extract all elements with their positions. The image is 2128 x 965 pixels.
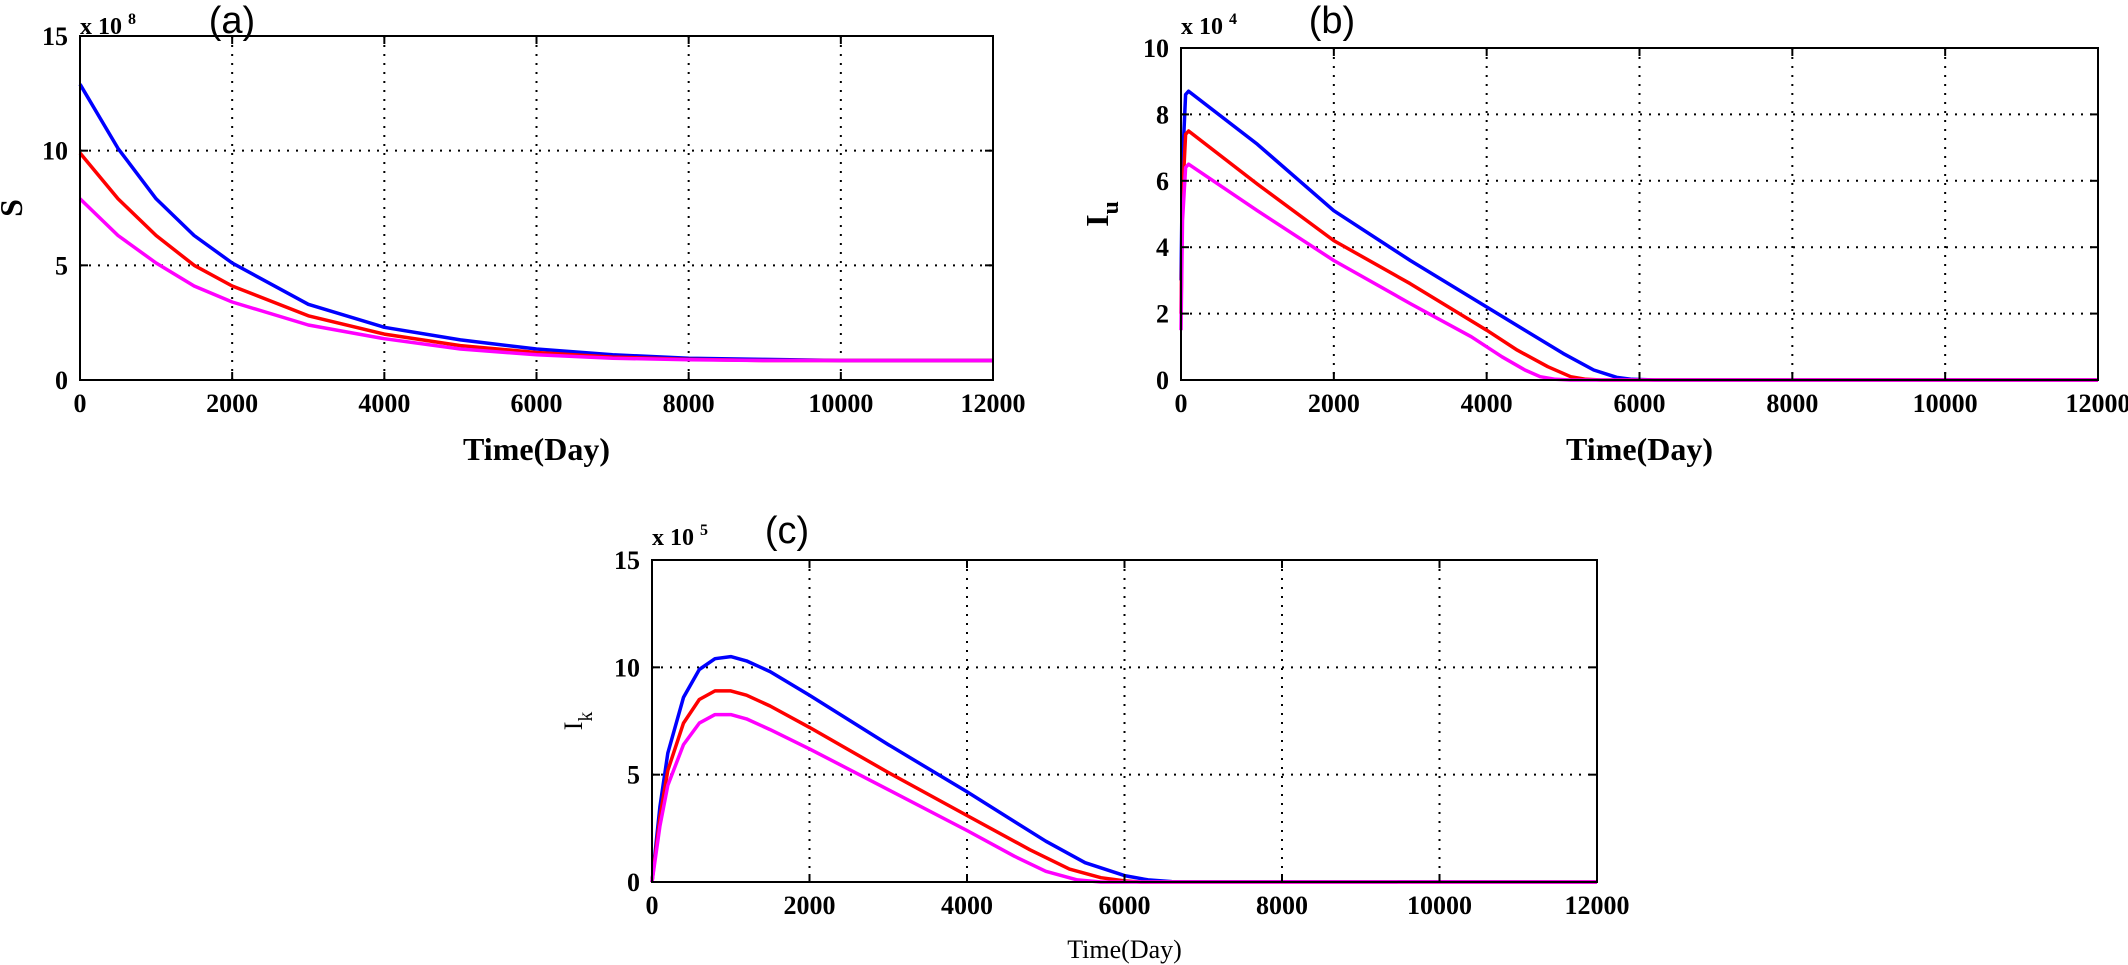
x-tick-label: 0 xyxy=(1175,389,1188,418)
y-axis-title-main: I xyxy=(559,722,588,731)
x-tick-label: 8000 xyxy=(663,389,715,418)
y-tick-label: 5 xyxy=(627,761,640,790)
x-tick-label: 6000 xyxy=(1614,389,1666,418)
x-tick-label: 2000 xyxy=(784,891,836,920)
x-tick-label: 2000 xyxy=(1308,389,1360,418)
x-axis-title: Time(Day) xyxy=(1067,935,1182,964)
series-line-2 xyxy=(78,151,993,363)
series-line-1 xyxy=(78,83,993,363)
y-tick-label: 2 xyxy=(1156,300,1169,329)
y-axis-title-subscript: u xyxy=(1098,201,1124,214)
y-multiplier-exponent: 5 xyxy=(700,522,708,539)
y-tick-label: 6 xyxy=(1156,167,1169,196)
y-axis-title-subscript: k xyxy=(576,712,597,722)
y-axis-title: Iu xyxy=(1079,201,1124,227)
x-axis-title: Time(Day) xyxy=(1566,431,1713,467)
y-tick-label: 0 xyxy=(627,868,640,897)
x-tick-label: 6000 xyxy=(511,389,563,418)
y-axis-title-main: I xyxy=(1079,214,1115,226)
panel-label: (b) xyxy=(1309,0,1355,42)
plot-frame xyxy=(651,559,1598,883)
x-tick-label: 12000 xyxy=(1565,891,1630,920)
y-multiplier: x 10 xyxy=(80,14,122,40)
y-axis-title-main: S xyxy=(0,199,29,217)
y-tick-label: 10 xyxy=(1143,34,1169,63)
x-tick-label: 0 xyxy=(74,389,87,418)
x-tick-label: 6000 xyxy=(1099,891,1151,920)
y-tick-label: 8 xyxy=(1156,100,1169,129)
x-tick-label: 12000 xyxy=(961,389,1026,418)
x-tick-label: 4000 xyxy=(358,389,410,418)
chart-panel-1: 0 2000 4000 6000 8000 10000 12000 0 5 10 15 x 10 8 (a… xyxy=(0,0,1026,467)
y-tick-label: 0 xyxy=(1156,366,1169,395)
y-tick-label: 10 xyxy=(42,137,68,166)
plot-frame xyxy=(1180,47,2099,381)
y-tick-label: 10 xyxy=(614,653,640,682)
x-tick-label: 10000 xyxy=(1407,891,1472,920)
y-tick-label: 15 xyxy=(614,546,640,575)
y-multiplier-exponent: 8 xyxy=(128,11,136,28)
x-tick-label: 2000 xyxy=(206,389,258,418)
y-axis-title: Ik xyxy=(559,712,597,731)
x-axis-title: Time(Day) xyxy=(463,431,610,467)
panel-label: (c) xyxy=(765,510,809,552)
series-line-3 xyxy=(650,712,1597,884)
series-line-2 xyxy=(650,689,1597,884)
x-tick-label: 4000 xyxy=(1461,389,1513,418)
y-axis-title: S xyxy=(0,199,29,217)
x-tick-label: 10000 xyxy=(1913,389,1978,418)
x-tick-label: 12000 xyxy=(2066,389,2128,418)
y-tick-label: 5 xyxy=(55,251,68,280)
x-tick-label: 8000 xyxy=(1766,389,1818,418)
y-tick-label: 15 xyxy=(42,22,68,51)
series-line-3 xyxy=(78,197,993,363)
y-tick-label: 4 xyxy=(1156,233,1169,262)
x-tick-label: 10000 xyxy=(808,389,873,418)
chart-panel-3: 0 2000 4000 6000 8000 10000 12000 0 5 10 15 x 10 5 (c… xyxy=(559,510,1630,964)
x-tick-label: 0 xyxy=(646,891,659,920)
y-multiplier: x 10 xyxy=(652,525,694,551)
y-multiplier-exponent: 4 xyxy=(1229,11,1237,28)
y-multiplier: x 10 xyxy=(1181,14,1223,40)
chart-panel-2: 0 2000 4000 6000 8000 10000 12000 0 2 4 6 8 10 x 10 4 (… xyxy=(1079,0,2128,467)
series-line-1 xyxy=(650,654,1598,884)
series-line-3 xyxy=(1179,162,2098,382)
y-tick-label: 0 xyxy=(55,366,68,395)
x-tick-label: 8000 xyxy=(1256,891,1308,920)
panel-label: (a) xyxy=(209,0,255,42)
x-tick-label: 4000 xyxy=(941,891,993,920)
